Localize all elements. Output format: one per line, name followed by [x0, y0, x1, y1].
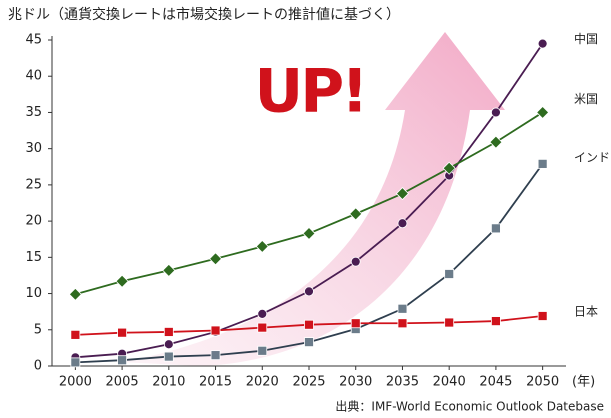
x-tick-label: 2050: [526, 375, 559, 390]
y-tick-label: 30: [25, 141, 42, 156]
point: [491, 224, 500, 233]
point: [210, 253, 222, 265]
point: [398, 304, 407, 313]
point: [305, 320, 314, 329]
point: [445, 269, 454, 278]
point: [490, 136, 502, 148]
point: [256, 240, 268, 252]
y-tick-label: 45: [25, 33, 42, 48]
point: [491, 317, 500, 326]
y-tick-label: 5: [34, 322, 42, 337]
chart-title: 兆ドル（通貨交換レートは市場交換レートの推計値に基づく）: [8, 6, 400, 23]
point: [164, 327, 173, 336]
point: [538, 312, 547, 321]
y-tick-label: 20: [25, 214, 42, 229]
point: [305, 338, 314, 347]
legend-label: 米国: [574, 92, 598, 106]
point: [211, 326, 220, 335]
point: [491, 108, 500, 117]
point: [71, 330, 80, 339]
point: [211, 351, 220, 360]
point: [398, 319, 407, 328]
point: [538, 39, 547, 48]
y-tick-label: 25: [25, 177, 42, 192]
point: [118, 328, 127, 337]
y-tick-label: 0: [34, 359, 42, 374]
point: [71, 358, 80, 367]
legend-label: 中国: [574, 31, 598, 46]
x-tick-label: 2020: [246, 375, 279, 390]
annotation: UP!: [254, 57, 365, 127]
point: [538, 159, 547, 168]
point: [164, 340, 173, 349]
point: [398, 219, 407, 228]
point: [350, 208, 362, 220]
x-tick-label: 2015: [199, 375, 232, 390]
point: [258, 346, 267, 355]
x-tick-label: 2010: [152, 375, 185, 390]
point: [537, 106, 549, 118]
legend-label: 日本: [574, 305, 598, 319]
chart: 兆ドル（通貨交換レートは市場交換レートの推計値に基づく） UP! (年) 出典：…: [0, 0, 611, 418]
point: [445, 318, 454, 327]
point: [305, 287, 314, 296]
point: [118, 356, 127, 365]
x-tick-label: 2035: [386, 375, 419, 390]
point: [163, 264, 175, 276]
y-tick-label: 15: [25, 250, 42, 265]
legend-label: インド: [574, 150, 610, 164]
point: [164, 352, 173, 361]
point: [69, 288, 81, 300]
x-tick-label: 2000: [59, 375, 92, 390]
point: [351, 257, 360, 266]
series-line: [75, 112, 542, 294]
x-tick-label: 2045: [479, 375, 512, 390]
y-tick-label: 40: [25, 69, 42, 84]
y-tick-label: 35: [25, 105, 42, 120]
point: [303, 227, 315, 239]
point: [258, 323, 267, 332]
source: 出典：IMF-World Economic Outlook Datebase: [335, 400, 604, 414]
x-tick-label: 2005: [106, 375, 139, 390]
x-tick-label: 2030: [339, 375, 372, 390]
point: [116, 275, 128, 287]
y-tick-label: 10: [25, 286, 42, 301]
x-unit: (年): [572, 375, 595, 390]
x-tick-label: 2025: [292, 375, 325, 390]
x-tick-label: 2040: [433, 375, 466, 390]
point: [258, 309, 267, 318]
point: [351, 319, 360, 328]
